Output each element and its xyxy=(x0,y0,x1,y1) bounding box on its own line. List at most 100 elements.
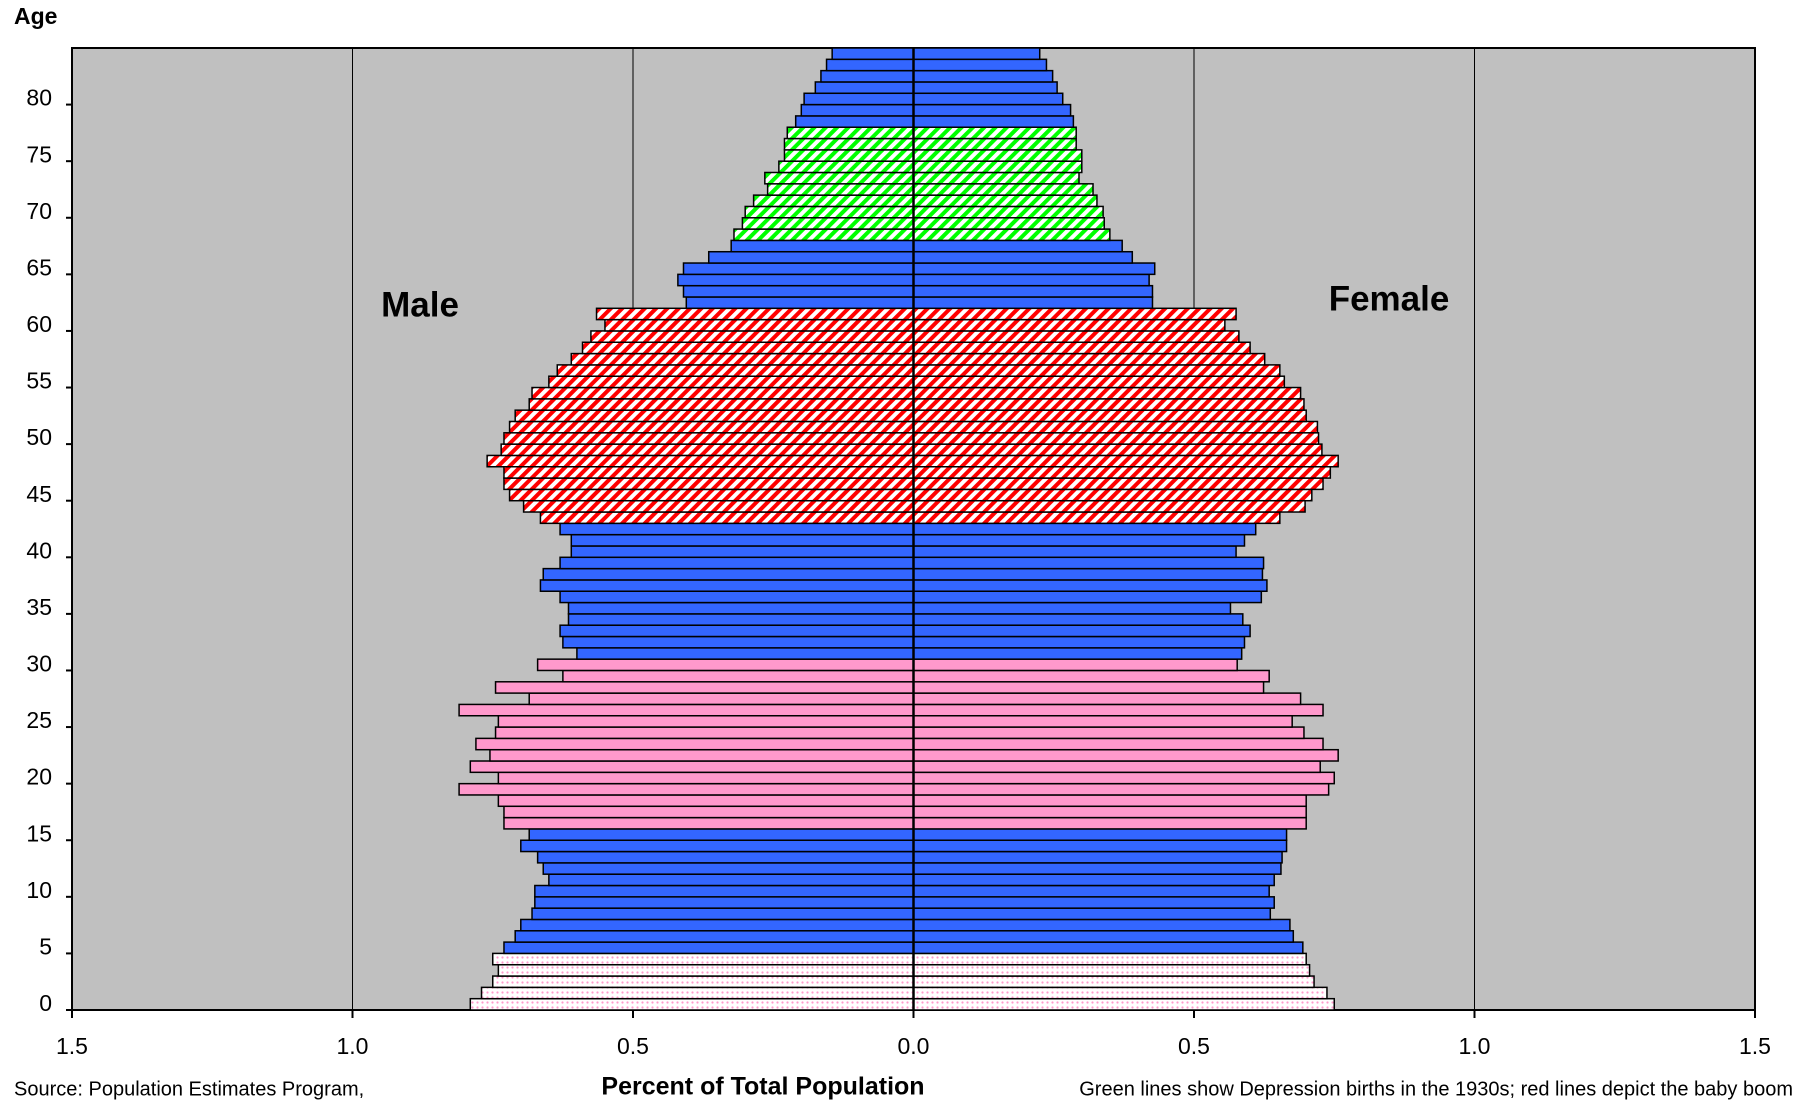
bar xyxy=(912,816,1307,830)
bar xyxy=(783,149,915,162)
y-tick-label: 15 xyxy=(26,820,52,846)
bar xyxy=(800,103,915,117)
bar xyxy=(912,545,1237,559)
bar xyxy=(559,590,915,604)
bar xyxy=(783,137,915,151)
bar xyxy=(503,477,915,491)
bar xyxy=(912,873,1275,887)
bar xyxy=(912,454,1339,468)
bar xyxy=(475,737,915,751)
bar xyxy=(595,307,915,321)
bar xyxy=(559,624,915,638)
bar xyxy=(778,160,915,174)
x-tick-label: 0.5 xyxy=(617,1033,649,1059)
bar xyxy=(912,420,1319,434)
bar xyxy=(912,511,1281,525)
bar xyxy=(912,986,1328,1000)
bar xyxy=(752,194,915,208)
bar xyxy=(497,963,915,977)
bar xyxy=(912,443,1323,457)
bar xyxy=(912,103,1072,117)
bar xyxy=(912,183,1094,196)
bar xyxy=(912,760,1321,774)
bar xyxy=(503,816,915,830)
bar xyxy=(570,352,915,366)
bar xyxy=(539,511,915,525)
bar xyxy=(831,47,915,61)
bar xyxy=(522,499,915,513)
bar xyxy=(528,692,915,706)
bar xyxy=(820,69,915,83)
bar xyxy=(562,635,915,649)
bar xyxy=(534,896,915,909)
bar xyxy=(912,624,1251,638)
bar xyxy=(912,579,1268,592)
bar xyxy=(912,149,1083,162)
bar xyxy=(604,318,915,332)
bar xyxy=(912,477,1324,491)
bar xyxy=(912,69,1054,83)
bar xyxy=(489,748,915,762)
bar xyxy=(912,771,1335,785)
source: Source: Population Estimates Program, xyxy=(14,1078,364,1100)
bar xyxy=(492,975,915,989)
bar xyxy=(912,601,1232,615)
bar xyxy=(685,296,915,310)
x-tick-label: 1.0 xyxy=(337,1033,369,1059)
bar xyxy=(730,239,915,253)
x-tick-label: 1.5 xyxy=(1739,1033,1771,1059)
bar xyxy=(503,805,915,819)
bar xyxy=(912,284,1154,298)
bar xyxy=(912,839,1288,853)
bar xyxy=(912,963,1311,977)
bar xyxy=(520,918,915,932)
bar xyxy=(458,782,915,796)
bar xyxy=(497,771,915,785)
bar xyxy=(803,92,915,106)
bar xyxy=(912,409,1307,423)
bar xyxy=(486,454,915,468)
bar xyxy=(912,115,1075,128)
bar xyxy=(794,115,915,128)
bar xyxy=(912,137,1077,151)
bar xyxy=(912,228,1111,242)
bar xyxy=(559,522,915,536)
bar xyxy=(912,171,1080,185)
bar xyxy=(912,522,1257,536)
bar xyxy=(912,941,1304,955)
bar xyxy=(733,228,915,242)
bar xyxy=(912,952,1307,966)
bar xyxy=(912,975,1315,989)
bar xyxy=(786,126,915,140)
bar xyxy=(912,737,1324,751)
bar xyxy=(912,703,1324,717)
bar xyxy=(912,533,1246,547)
bar xyxy=(912,997,1335,1011)
bar xyxy=(912,647,1243,660)
bar xyxy=(912,782,1330,796)
bar xyxy=(912,794,1307,808)
x-tick-label: 1.5 xyxy=(56,1033,88,1059)
bar xyxy=(912,352,1266,366)
bar xyxy=(590,330,915,344)
bar xyxy=(912,590,1263,604)
bar xyxy=(912,341,1251,355)
y-tick-label: 10 xyxy=(26,877,52,903)
note: Green lines show Depression births in th… xyxy=(1079,1078,1793,1100)
bar xyxy=(514,409,915,423)
bar xyxy=(741,217,915,230)
bar xyxy=(912,307,1237,321)
bar xyxy=(912,896,1275,909)
y-tick-label: 35 xyxy=(26,594,52,620)
y-tick-label: 50 xyxy=(26,424,52,450)
bar xyxy=(912,58,1048,72)
y-tick-label: 45 xyxy=(26,481,52,507)
bar xyxy=(559,556,915,570)
bar xyxy=(825,58,915,72)
bar xyxy=(534,884,915,898)
bar xyxy=(531,907,915,921)
y-tick-label: 0 xyxy=(39,990,52,1016)
male-label: Male xyxy=(381,285,459,324)
